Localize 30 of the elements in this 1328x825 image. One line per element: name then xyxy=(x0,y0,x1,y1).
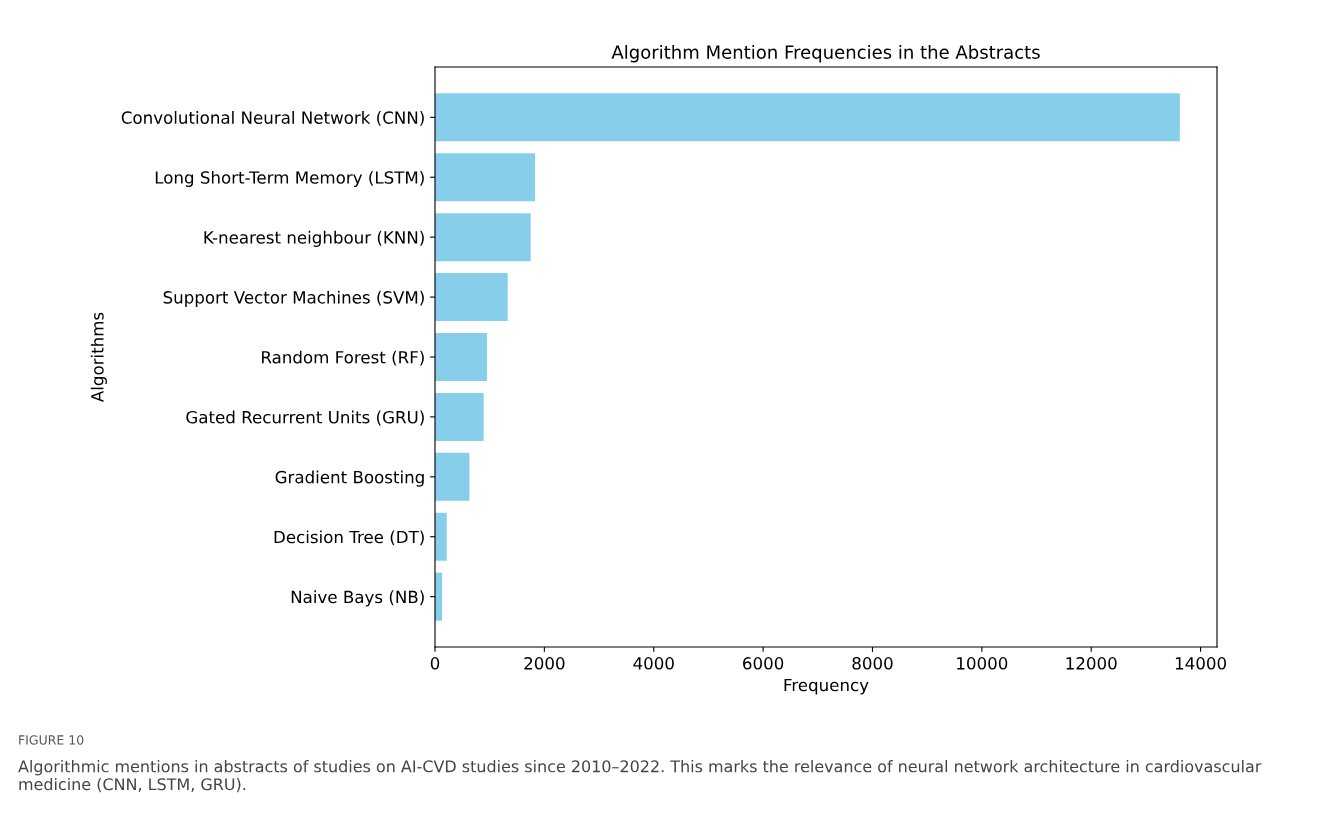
bar xyxy=(435,273,508,322)
bar xyxy=(435,452,470,501)
y-tick-label: Naive Bays (NB) xyxy=(291,590,424,607)
chart-title: Algorithm Mention Frequencies in the Abstracts xyxy=(611,44,1040,63)
y-tick-label: Decision Tree (DT) xyxy=(274,530,424,546)
bar xyxy=(435,512,447,561)
y-axis-title: Algorithms xyxy=(90,312,107,403)
y-tick-label: Convolutional Neural Network (CNN) xyxy=(121,111,424,126)
x-tick-label: 0 xyxy=(430,657,440,670)
bar xyxy=(435,333,487,381)
caption: FIGURE 10 xyxy=(19,735,84,745)
x-axis-title: Frequency xyxy=(784,678,869,695)
x-tick-label: 14000 xyxy=(1175,657,1226,670)
text: Algorithmic mentions in abstracts of studies on AI-CVD studies since 2010–2022. This marks the relevance of neural network architecture in cardiovascular medicine (CNN, LSTM, GRU). xyxy=(18,760,1262,793)
bar xyxy=(435,392,484,441)
bar xyxy=(435,93,1180,142)
y-tick-label: K-nearest neighbour (KNN) xyxy=(204,230,424,247)
bar xyxy=(435,153,536,202)
y-tick-label: Support Vector Machines (SVM) xyxy=(163,290,424,307)
y-tick-label: Gradient Boosting xyxy=(275,470,424,487)
x-tick-label: 12000 xyxy=(1066,657,1117,670)
y-tick-label: Long Short-Term Memory (LSTM) xyxy=(155,170,424,188)
x-tick-label: 8000 xyxy=(852,657,893,670)
y-tick-label: Gated Recurrent Units (GRU) xyxy=(186,410,424,426)
x-tick-label: 4000 xyxy=(633,657,674,670)
bar xyxy=(435,213,531,262)
x-tick-label: 2000 xyxy=(524,657,565,670)
x-tick-label: 6000 xyxy=(743,657,784,670)
y-tick-label: Random Forest (RF) xyxy=(262,350,424,366)
x-tick-label: 10000 xyxy=(957,657,1008,670)
